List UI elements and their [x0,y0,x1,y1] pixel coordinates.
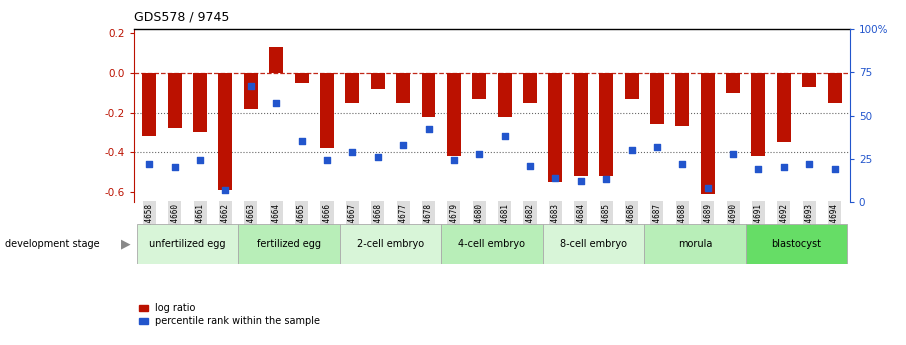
Bar [218,73,233,190]
Point [142,161,157,167]
Bar [244,73,258,109]
Bar [168,73,182,128]
Bar [675,73,689,127]
Bar [523,73,537,103]
Point [726,151,740,156]
Text: unfertilized egg: unfertilized egg [149,239,226,249]
Bar [827,73,842,103]
Text: ▶: ▶ [120,238,130,250]
Point [218,187,233,193]
Text: morula: morula [678,239,712,249]
Point [497,134,512,139]
Point [294,139,309,144]
Bar [548,73,563,182]
Point [700,185,715,191]
Point [371,154,385,160]
Bar [269,47,284,73]
Point [396,142,410,148]
Point [650,144,664,149]
Bar [543,224,644,264]
Bar [802,73,816,87]
Bar [345,73,360,103]
Point [776,165,791,170]
Point [320,158,334,163]
Point [447,158,461,163]
Bar [776,73,791,142]
Bar [599,73,613,176]
Text: 8-cell embryo: 8-cell embryo [560,239,627,249]
Point [244,83,258,89]
Point [523,163,537,168]
Bar [497,73,512,117]
Bar [650,73,664,125]
Bar [371,73,385,89]
Point [472,151,487,156]
Bar [142,73,157,136]
Point [269,101,284,106]
Point [168,165,182,170]
Text: 4-cell embryo: 4-cell embryo [458,239,525,249]
Point [751,166,766,172]
Bar [751,73,766,156]
Bar [447,73,461,156]
Text: development stage: development stage [5,239,99,249]
Bar [746,224,847,264]
Bar [137,224,238,264]
Bar [238,224,340,264]
Bar [573,73,588,176]
Point [573,178,588,184]
Bar [472,73,487,99]
Text: fertilized egg: fertilized egg [257,239,321,249]
Bar [294,73,309,83]
Point [624,147,639,153]
Text: blastocyst: blastocyst [772,239,822,249]
Bar [644,224,746,264]
Bar [193,73,207,132]
Point [548,175,563,180]
Bar [700,73,715,194]
Bar [421,73,436,117]
Point [599,177,613,182]
Point [802,161,816,167]
Point [421,127,436,132]
Bar [441,224,543,264]
Bar [396,73,410,103]
Text: 2-cell embryo: 2-cell embryo [357,239,424,249]
Text: GDS578 / 9745: GDS578 / 9745 [134,10,229,23]
Legend: log ratio, percentile rank within the sample: log ratio, percentile rank within the sa… [139,303,321,326]
Bar [624,73,639,99]
Point [193,158,207,163]
Bar [726,73,740,93]
Point [675,161,689,167]
Point [345,149,360,155]
Bar [340,224,441,264]
Point [827,166,842,172]
Bar [320,73,334,148]
